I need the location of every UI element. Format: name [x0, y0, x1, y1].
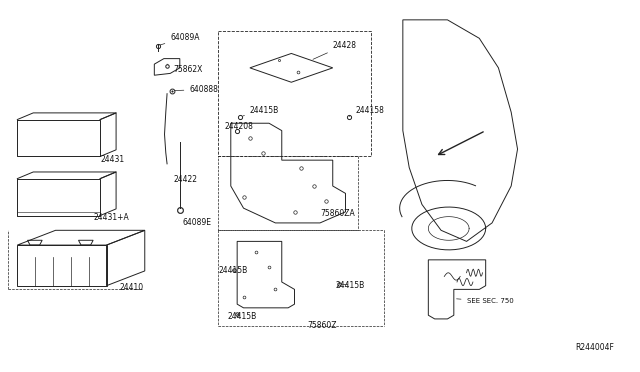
Text: 64089E: 64089E — [183, 218, 212, 227]
Text: 24410: 24410 — [119, 283, 143, 292]
Text: 75860ZA: 75860ZA — [320, 209, 355, 218]
Text: 24415B: 24415B — [336, 280, 365, 289]
Text: 244208: 244208 — [225, 122, 253, 131]
Text: 24431+A: 24431+A — [94, 213, 129, 222]
Text: 24415B: 24415B — [218, 266, 247, 275]
Text: 24428: 24428 — [313, 41, 356, 59]
Text: 24422: 24422 — [173, 175, 197, 184]
Text: 75862X: 75862X — [167, 64, 203, 74]
Text: 24431: 24431 — [100, 155, 124, 164]
Text: 640888: 640888 — [174, 85, 218, 94]
Text: SEE SEC. 750: SEE SEC. 750 — [456, 298, 513, 304]
Text: 244158: 244158 — [349, 106, 384, 116]
Text: 24415B: 24415B — [243, 106, 279, 116]
Text: 24415B: 24415B — [228, 312, 257, 321]
Text: R244004F: R244004F — [575, 343, 614, 352]
Text: 75860Z: 75860Z — [307, 321, 337, 330]
Text: 64089A: 64089A — [160, 33, 200, 45]
